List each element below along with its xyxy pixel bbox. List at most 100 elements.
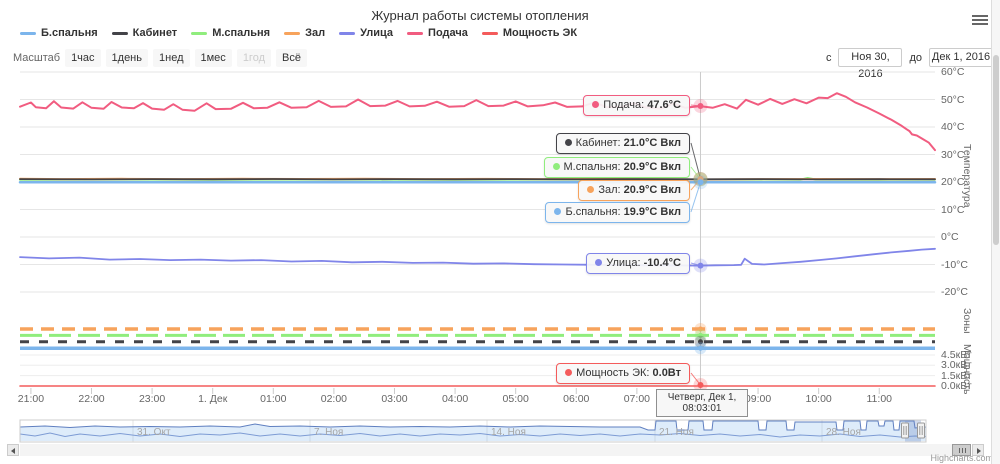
grip-icon — [959, 448, 966, 453]
zoom-button-3[interactable]: 1нед — [153, 49, 190, 67]
legend-label: Зал — [305, 27, 326, 39]
legend-label: Подача — [428, 27, 468, 39]
legend-item-5[interactable]: Улица — [339, 27, 393, 39]
x-axis-label: 22:00 — [78, 393, 105, 405]
point-marker — [697, 262, 704, 269]
zoom-label: Масштаб — [13, 52, 61, 64]
tooltip-3: М.спальня: 20.9°C Вкл — [543, 157, 690, 178]
crosshair-date-label: Четверг, Дек 1, 08:03:01 — [656, 389, 748, 417]
navigator-handle-left[interactable] — [901, 422, 909, 439]
scrollbar-track[interactable] — [20, 444, 971, 456]
from-date-input[interactable]: Ноя 30, 2016 — [838, 48, 903, 80]
zoom-button-4[interactable]: 1мес — [194, 49, 232, 67]
navigator-label: 28. Ноя — [826, 427, 861, 438]
x-axis-label: 23:00 — [138, 393, 166, 405]
navigator-label: 21. Ноя — [659, 427, 694, 438]
tooltip-5: Б.спальня: 19.9°C Вкл — [545, 202, 690, 223]
y-axis-label-power: 4.5кВт — [941, 348, 972, 361]
tooltip-4: Зал: 20.9°C Вкл — [578, 180, 690, 201]
legend-label: Б.спальня — [41, 27, 98, 39]
legend-swatch-icon — [284, 31, 301, 35]
series-dot-icon — [552, 163, 560, 170]
series-dot-icon — [587, 186, 595, 193]
zoom-button-1[interactable]: 1час — [65, 49, 101, 67]
tooltip-1: Подача: 47.6°C — [583, 95, 690, 116]
legend-item-6[interactable]: Подача — [407, 27, 468, 39]
zoom-button-6[interactable]: Всё — [276, 49, 307, 67]
chart-title: Журнал работы системы отопления — [371, 8, 589, 23]
series-dot-icon — [592, 101, 600, 108]
y-axis-label-temperature: 10°C — [941, 203, 965, 216]
zone-point-marker — [697, 339, 703, 345]
x-axis-label: 03:00 — [381, 393, 408, 405]
zoom-button-2[interactable]: 1день — [105, 49, 148, 67]
legend-item-2[interactable]: Кабинет — [111, 27, 177, 39]
scrollbar-right-button[interactable] — [972, 444, 984, 456]
navigator-label: 14. Ноя — [491, 427, 526, 438]
zone-point-marker — [697, 326, 703, 332]
legend-swatch-icon — [111, 31, 128, 35]
y-axis-label-power: 0.0кВт — [941, 380, 972, 392]
to-date-input[interactable]: Дек 1, 2016 — [929, 48, 993, 67]
to-label: до — [909, 51, 922, 64]
legend-swatch-icon — [481, 31, 498, 35]
legend-item-7[interactable]: Мощность ЭК — [481, 27, 578, 39]
x-axis-label: 1. Дек — [198, 393, 228, 405]
left-arrow-icon — [11, 448, 15, 454]
series-line-podacha[interactable] — [19, 92, 936, 152]
scrollbar-left-button[interactable] — [7, 444, 19, 456]
series-dot-icon — [565, 369, 573, 376]
y-axis-label-temperature: 50°C — [941, 93, 965, 106]
legend-swatch-icon — [20, 31, 36, 35]
scrollbar-thumb[interactable] — [952, 444, 971, 456]
x-axis-label: 11:00 — [866, 393, 893, 405]
x-axis-label: 10:00 — [805, 393, 832, 405]
legend-item-1[interactable]: Б.спальня — [20, 27, 98, 39]
x-axis-label: 01:00 — [260, 393, 287, 405]
legend-label: Мощность ЭК — [502, 27, 578, 39]
y-axis-label-temperature: -10°C — [941, 258, 968, 271]
legend-item-4[interactable]: Зал — [284, 27, 325, 39]
page-scrollbar-thumb[interactable] — [993, 55, 999, 245]
axis-title-temperature: Температура — [961, 144, 973, 208]
tooltip-connector — [690, 182, 701, 213]
legend-swatch-icon — [339, 31, 356, 35]
y-axis-label-temperature: 40°C — [941, 121, 965, 133]
y-axis-label-power: 3.0кВт — [941, 359, 972, 372]
tooltip-2: Кабинет: 21.0°C Вкл — [555, 133, 690, 154]
highcharts-credit[interactable]: Highcharts.com — [930, 453, 993, 463]
navigator-handle-right[interactable] — [917, 422, 925, 439]
tooltip-6: Улица: -10.4°C — [586, 253, 690, 274]
series-dot-icon — [554, 208, 562, 215]
legend-item-3[interactable]: М.спальня — [191, 27, 270, 39]
navigator-outline — [19, 419, 927, 443]
x-axis-label: 06:00 — [563, 393, 590, 405]
series-line-ulitsa[interactable] — [19, 247, 936, 267]
point-marker — [697, 382, 704, 388]
x-axis-label: 21:00 — [17, 393, 45, 405]
legend-label: Улица — [360, 27, 394, 39]
axis-title-power: Мощность — [961, 344, 973, 395]
right-arrow-icon — [977, 448, 981, 454]
navigator-series-bottom — [19, 432, 927, 438]
axis-title-zones: Зоны — [961, 308, 973, 334]
range-selector: Масштаб 1час 1день 1нед 1мес 1год Всё — [13, 49, 307, 67]
zone-point-marker — [697, 345, 703, 351]
x-axis-label: 07:00 — [623, 393, 650, 405]
navigator-label: 7. Ноя — [314, 427, 344, 438]
x-axis-label: 02:00 — [320, 393, 348, 405]
hamburger-menu-icon[interactable] — [972, 15, 988, 27]
navigator-series-top — [19, 420, 927, 431]
x-axis-label: 05:00 — [502, 393, 529, 405]
x-axis-label: 09:00 — [744, 393, 772, 405]
y-axis-label-temperature: 30°C — [941, 148, 965, 161]
y-axis-label-temperature: 20°C — [941, 176, 965, 188]
legend-swatch-icon — [407, 31, 424, 35]
date-range: с Ноя 30, 2016 до Дек 1, 2016 — [826, 48, 993, 80]
y-axis-label-temperature: -20°C — [941, 286, 968, 298]
series-dot-icon — [564, 139, 572, 146]
page-scrollbar[interactable] — [991, 0, 1000, 464]
point-marker — [697, 179, 704, 186]
